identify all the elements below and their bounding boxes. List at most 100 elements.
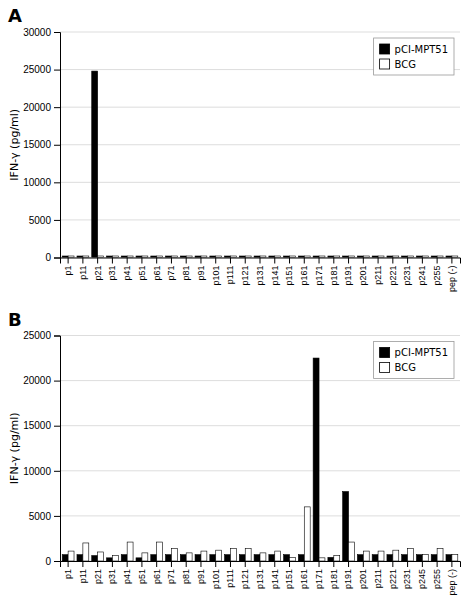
bar xyxy=(121,256,127,258)
tick: p171 xyxy=(314,561,324,589)
legend-swatch xyxy=(380,363,390,373)
tick: p231 xyxy=(402,561,412,589)
legend-label: pCI-MPT51 xyxy=(395,44,448,55)
legend-label: BCG xyxy=(395,59,416,70)
tick-label: p121 xyxy=(240,266,250,286)
tick-label: p245 xyxy=(417,569,427,589)
bar xyxy=(245,548,251,561)
bar xyxy=(216,550,222,561)
bar xyxy=(393,550,399,561)
legend-box xyxy=(374,342,454,379)
tick-label: p201 xyxy=(358,266,368,286)
tick-mark xyxy=(392,258,393,264)
grid-line xyxy=(60,144,460,145)
tick-mark xyxy=(171,258,172,264)
bar xyxy=(408,256,414,258)
tick-label: p71 xyxy=(166,266,176,281)
tick-mark xyxy=(392,561,393,567)
bar xyxy=(98,552,104,561)
legend-item: pCI-MPT51 xyxy=(380,347,448,358)
tick: p31 xyxy=(107,561,117,584)
bar-series xyxy=(68,256,458,258)
plot: 0500010000150002000025000p1p11p21p31p41p… xyxy=(23,330,460,595)
tick-mark xyxy=(186,258,187,264)
tick-mark xyxy=(171,561,172,567)
tick-mark xyxy=(348,258,349,264)
bar xyxy=(313,256,319,258)
tick-label: p41 xyxy=(122,569,132,584)
tick-label: p111 xyxy=(225,569,235,588)
tick-label: p131 xyxy=(255,569,265,589)
tick: p121 xyxy=(240,561,250,589)
bar xyxy=(216,256,222,258)
y-axis: 0500010000150002000025000 xyxy=(23,330,60,567)
tick-label: 20000 xyxy=(23,375,51,386)
tick: p51 xyxy=(137,258,147,281)
tick-mark xyxy=(378,561,379,567)
bar xyxy=(239,256,245,258)
tick: p141 xyxy=(270,258,280,286)
tick: p21 xyxy=(93,561,103,584)
tick-label: p51 xyxy=(137,569,147,584)
tick-label: p11 xyxy=(78,266,88,280)
tick-mark xyxy=(407,561,408,567)
tick: p221 xyxy=(388,561,398,589)
bar xyxy=(68,551,74,561)
bar xyxy=(416,256,422,258)
tick-mark xyxy=(245,258,246,264)
bar xyxy=(269,555,275,561)
tick-mark xyxy=(54,107,60,108)
bar xyxy=(157,256,163,258)
bar xyxy=(275,551,281,561)
bar xyxy=(319,256,325,258)
axis-title: IFN-γ (pg/ml) xyxy=(8,412,21,484)
grid-line xyxy=(60,425,460,426)
grid-line xyxy=(60,107,460,108)
tick-mark xyxy=(54,381,60,382)
tick-mark xyxy=(437,561,438,567)
tick-mark xyxy=(54,516,60,517)
tick: p141 xyxy=(270,561,280,589)
bar xyxy=(186,256,192,258)
tick: pep (-) xyxy=(447,561,457,596)
tick-label: p161 xyxy=(299,266,309,286)
bar xyxy=(77,256,83,258)
bar xyxy=(437,256,443,258)
panel-label: B xyxy=(8,309,22,330)
bar xyxy=(357,555,363,561)
tick-label: p61 xyxy=(152,569,162,584)
tick-label: pep (-) xyxy=(447,569,457,596)
legend-swatch xyxy=(380,59,390,69)
tick: p161 xyxy=(299,561,309,589)
tick: 5000 xyxy=(29,215,60,226)
tick: 10000 xyxy=(23,177,60,188)
tick-mark xyxy=(112,258,113,264)
tick-label: p255 xyxy=(432,266,442,286)
tick-label: 30000 xyxy=(23,27,51,38)
bar xyxy=(239,555,245,561)
tick: p11 xyxy=(78,561,88,583)
bar xyxy=(225,555,231,561)
tick-label: p231 xyxy=(402,266,412,286)
bar xyxy=(171,256,177,258)
tick-label: 15000 xyxy=(23,139,51,150)
tick-label: p21 xyxy=(93,569,103,584)
tick-mark xyxy=(289,258,290,264)
tick-label: 0 xyxy=(45,252,51,263)
tick-mark xyxy=(363,258,364,264)
tick-label: 20000 xyxy=(23,102,51,113)
bar xyxy=(328,256,334,258)
bar xyxy=(254,256,260,258)
grid-line xyxy=(60,515,460,516)
tick-label: 10000 xyxy=(23,177,51,188)
tick-mark xyxy=(54,182,60,183)
bar xyxy=(260,256,266,258)
tick-label: p255 xyxy=(432,569,442,589)
tick-mark xyxy=(378,258,379,264)
tick: p161 xyxy=(299,258,309,286)
tick-mark xyxy=(54,145,60,146)
tick-mark xyxy=(304,561,305,567)
tick-label: p241 xyxy=(417,266,427,286)
tick: 20000 xyxy=(23,375,60,386)
bar xyxy=(92,556,98,561)
